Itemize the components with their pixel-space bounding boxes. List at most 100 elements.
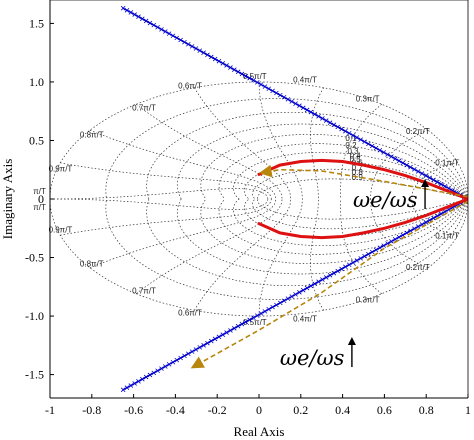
asymptote-marker: [140, 16, 145, 22]
asymptote-marker: [274, 90, 279, 96]
asymptote-marker: [201, 50, 206, 55]
asymptote-marker: [166, 31, 172, 36]
asymptote-marker: [155, 368, 160, 374]
asymptote-marker: [435, 179, 440, 185]
asymptote-marker: [285, 97, 291, 102]
asymptote-marker: [404, 162, 409, 168]
asymptote-marker: [300, 287, 306, 293]
asymptote-marker: [182, 353, 187, 359]
asymptote-marker: [247, 75, 252, 81]
x-tick-label: -0.8: [82, 403, 101, 417]
asymptote-marker: [262, 309, 268, 314]
asymptote-marker: [132, 12, 137, 17]
asymptote-marker: [193, 46, 199, 51]
annotations: ωe/ωs ωe/ωs: [280, 179, 430, 370]
asymptote-marker: [235, 69, 241, 75]
asymptote-marker: [289, 99, 295, 104]
asymptote-marker: [205, 340, 210, 346]
x-tick-label: -1: [45, 403, 55, 417]
asymptote-marker: [140, 376, 145, 382]
frequency-curve-5: [258, 81, 303, 200]
asymptote-marker: [270, 304, 275, 310]
frequency-curve-5: [258, 198, 303, 317]
asymptote-marker: [228, 65, 233, 70]
frequency-curve-6: [194, 198, 292, 311]
asymptote-marker: [186, 351, 191, 357]
asymptote-marker: [247, 317, 252, 323]
asymptote-marker: [212, 56, 218, 62]
asymptote-marker: [366, 251, 371, 257]
damping-curve-0.6: [232, 198, 468, 247]
asymptote-marker: [320, 277, 325, 282]
damping-curve-0.2: [146, 111, 468, 200]
asymptote-marker: [159, 27, 164, 32]
asymptote-marker: [293, 101, 298, 106]
x-tick-label: 1: [465, 403, 471, 417]
y-tick-label: 1.5: [29, 16, 44, 30]
asymptote-marker: [143, 374, 149, 380]
frequency-label: 0.5π/T: [243, 72, 267, 81]
frequency-label: 0.5π/T: [243, 318, 267, 327]
frequency-label: 0.8π/T: [80, 131, 104, 140]
damping-label: 0.7: [352, 163, 364, 172]
frequency-label: 0.9π/T: [49, 225, 73, 234]
asymptote-marker: [412, 167, 417, 172]
trajectory-arrow: [190, 200, 468, 369]
asymptote-marker: [182, 39, 187, 45]
increase-arrowhead: [347, 337, 356, 346]
asymptote-marker: [231, 67, 237, 72]
asymptote-marker: [120, 387, 126, 393]
damping-label: 0.5: [350, 155, 362, 164]
y-tick-label: 0.5: [29, 133, 44, 147]
frequency-curve-1: [411, 162, 458, 200]
frequency-curve-8: [89, 198, 277, 269]
asymptote-marker: [128, 10, 134, 15]
asymptote-marker: [419, 171, 425, 176]
root-locus-branch: [257, 197, 468, 240]
asymptote-marker: [201, 343, 206, 348]
asymptote-marker: [408, 164, 413, 170]
asymptote-marker: [373, 145, 379, 151]
asymptote-marker: [266, 86, 272, 92]
damping-curve-0.9: [257, 178, 468, 200]
asymptote-marker: [189, 44, 195, 49]
asymptote-marker: [400, 160, 406, 166]
x-axis-label: Real Axis: [234, 424, 285, 439]
asymptote-marker: [216, 58, 222, 64]
frequency-label: 0.2π/T: [406, 127, 430, 136]
damping-label: 0.2: [345, 141, 357, 150]
x-tick-label: 0.4: [335, 403, 350, 417]
asymptote-marker: [208, 54, 214, 60]
asymptote-marker: [331, 270, 337, 276]
asymptote-marker: [293, 292, 298, 297]
damping-label: 0.4: [350, 152, 362, 161]
frequency-label: 0.1π/T: [435, 159, 459, 168]
asymptote-marker: [415, 169, 421, 174]
asymptote-marker: [193, 347, 199, 352]
asymptote-marker: [239, 71, 245, 77]
damping-curve-0.4: [200, 133, 468, 200]
asymptote-marker: [343, 264, 348, 270]
y-tick-label: -0.5: [25, 251, 44, 265]
asymptote-marker: [350, 260, 356, 265]
frequency-curve-9: [60, 162, 272, 200]
frequency-label: 0.2π/T: [406, 263, 430, 272]
asymptote-marker: [224, 330, 229, 335]
asymptote-marker: [369, 249, 375, 255]
asymptote-marker: [166, 362, 172, 367]
frequency-curve-10: [50, 198, 269, 210]
asymptote-marker: [186, 41, 191, 47]
asymptote-marker: [170, 359, 176, 365]
unit-circle: [50, 81, 468, 317]
asymptote-marker: [438, 181, 444, 187]
frequency-label: 0.3π/T: [356, 94, 380, 103]
asymptote-marker: [358, 256, 363, 261]
asymptote-marker: [224, 63, 229, 68]
frequency-label: 0.9π/T: [49, 165, 73, 174]
damping-label: 0.8: [352, 168, 364, 177]
series-layer: [120, 5, 468, 393]
asymptote-marker: [258, 82, 264, 87]
asymptote-marker: [335, 268, 341, 274]
asymptote-marker: [304, 107, 310, 113]
asymptote-marker: [312, 281, 318, 287]
